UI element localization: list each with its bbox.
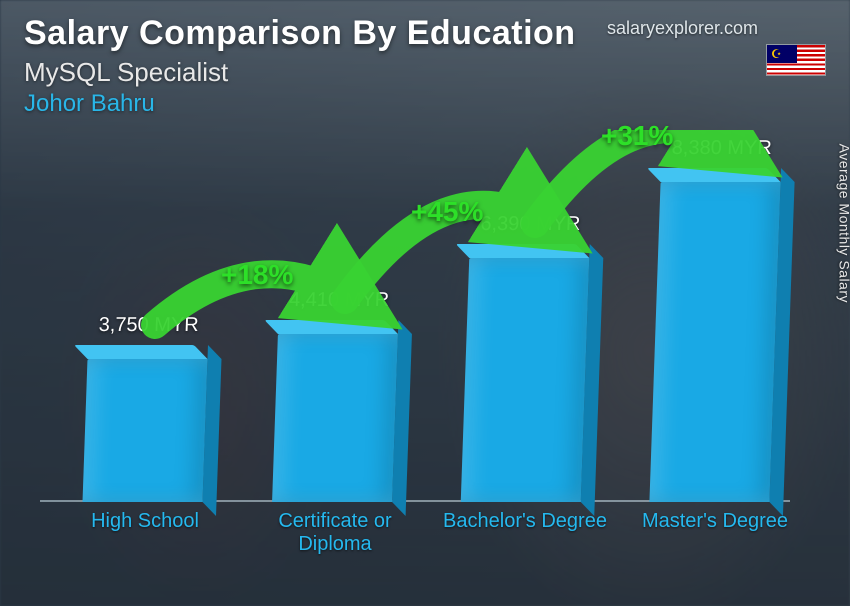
salary-bar-chart: 3,750 MYRHigh School4,410 MYRCertificate… xyxy=(40,130,790,546)
increase-arc: +31% xyxy=(40,130,790,546)
increase-label: +31% xyxy=(601,120,673,152)
location: Johor Bahru xyxy=(24,90,826,118)
flag-malaysia: ☪︎ xyxy=(766,44,826,76)
arc-svg xyxy=(40,130,790,546)
y-axis-label: Average Monthly Salary xyxy=(836,144,850,303)
flag-canton: ☪︎ xyxy=(767,45,797,63)
subtitle: MySQL Specialist xyxy=(24,57,826,88)
brand-watermark: salaryexplorer.com xyxy=(607,18,758,39)
flag-star-icon: ☪︎ xyxy=(771,48,782,60)
content: Salary Comparison By Education MySQL Spe… xyxy=(0,0,850,606)
